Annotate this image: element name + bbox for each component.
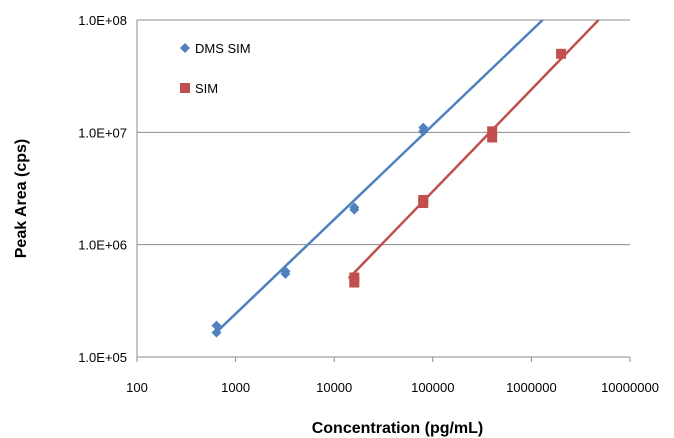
legend-marker-sim <box>180 83 190 93</box>
x-tick-label: 1000 <box>221 380 250 395</box>
data-point-sim <box>487 132 498 143</box>
legend-marker-dms-sim <box>180 43 190 53</box>
y-axis-title: Peak Area (cps) <box>13 139 30 258</box>
y-tick-label: 1.0E+06 <box>78 238 127 253</box>
x-tick-label: 100000 <box>411 380 454 395</box>
trendline-sim <box>347 20 600 280</box>
y-tick-label: 1.0E+07 <box>78 125 127 140</box>
data-point-dms-sim <box>211 327 222 338</box>
y-tick-label: 1.0E+08 <box>78 13 127 28</box>
x-tick-label: 10000 <box>316 380 352 395</box>
data-point-sim <box>349 277 360 288</box>
y-tick-label: 1.0E+05 <box>78 350 127 365</box>
data-point-dms-sim <box>280 266 291 277</box>
x-tick-label: 100 <box>126 380 148 395</box>
legend-label-sim: SIM <box>195 81 218 96</box>
data-point-dms-sim <box>211 320 222 331</box>
trendline-dms-sim <box>213 20 544 335</box>
data-point-dms-sim <box>418 122 429 133</box>
data-point-dms-sim <box>349 202 360 213</box>
x-tick-label: 10000000 <box>601 380 659 395</box>
data-point-sim <box>418 194 429 205</box>
x-tick-label: 1000000 <box>506 380 557 395</box>
data-point-sim <box>487 126 498 137</box>
data-point-sim <box>556 48 567 59</box>
legend-label-dms-sim: DMS SIM <box>195 41 251 56</box>
data-point-sim <box>349 272 360 283</box>
x-axis-title: Concentration (pg/mL) <box>312 420 484 437</box>
